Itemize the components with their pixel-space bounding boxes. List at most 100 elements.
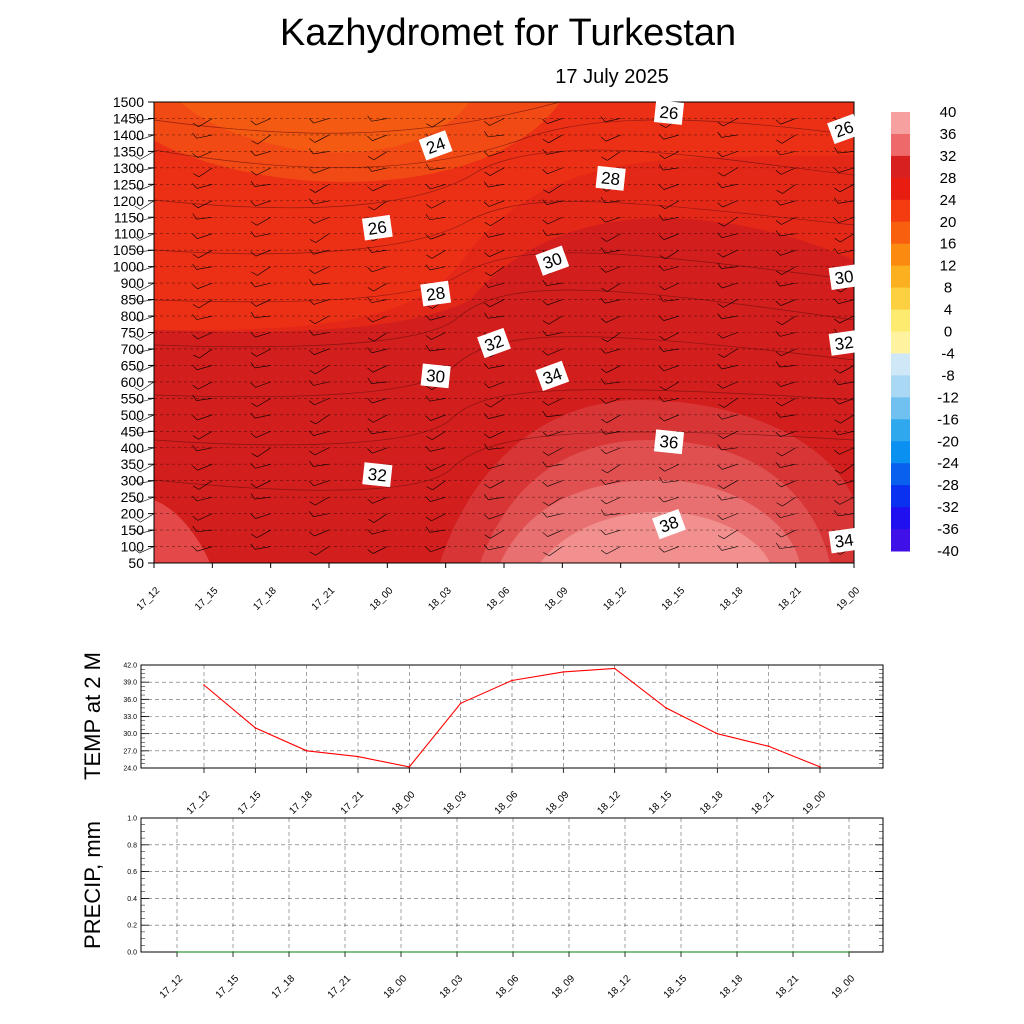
wind-barb xyxy=(484,398,505,408)
wind-barb-flag xyxy=(776,452,783,457)
wind-barb-shaft xyxy=(431,431,446,441)
wind-barb xyxy=(659,332,680,341)
wind-barb-shaft xyxy=(372,184,388,192)
wind-barb-flag xyxy=(192,263,197,270)
wind-barb-shaft xyxy=(548,184,563,194)
wind-barb-shaft xyxy=(605,299,621,304)
wind-barb-shaft xyxy=(255,463,271,469)
wind-barb xyxy=(192,249,213,259)
wind-barb-shaft xyxy=(838,381,855,385)
wind-barb xyxy=(484,494,505,500)
wind-barb-flag xyxy=(600,267,606,273)
colorbar-tick-label: 20 xyxy=(940,214,957,231)
wind-barb-flag xyxy=(542,320,549,325)
wind-barb-shaft xyxy=(197,332,213,340)
wind-barb-flag xyxy=(192,233,198,239)
wind-barb-flag xyxy=(308,249,314,255)
wind-barb-shaft xyxy=(198,480,213,490)
wind-barb xyxy=(717,463,738,470)
y-tick-label: 1450 xyxy=(113,110,144,126)
wind-barb-flag xyxy=(250,180,256,187)
wind-barb-flag xyxy=(134,296,139,303)
wind-barb-shaft xyxy=(546,233,563,236)
wind-barb-flag xyxy=(542,118,548,124)
wind-barb xyxy=(776,134,796,144)
wind-barb xyxy=(542,398,563,406)
wind-barb-shaft xyxy=(313,381,330,386)
wind-barb xyxy=(542,330,563,337)
wind-barb-shaft xyxy=(605,529,621,536)
wind-barb xyxy=(717,348,738,358)
wind-barb xyxy=(192,495,213,502)
wind-barb-shaft xyxy=(138,216,155,222)
wind-barb xyxy=(367,332,388,342)
wind-barb xyxy=(250,513,271,519)
x-tick-label: 18_06 xyxy=(494,973,522,1001)
wind-barb-flag xyxy=(659,386,666,391)
wind-barb-flag xyxy=(542,532,548,537)
wind-barb-shaft xyxy=(779,365,796,368)
wind-barb-flag xyxy=(133,498,140,504)
colorbar-segment xyxy=(891,397,910,420)
contour-label-text: 30 xyxy=(833,267,854,288)
wind-barb xyxy=(542,199,563,205)
wind-barb xyxy=(308,380,330,386)
wind-barb-flag xyxy=(717,353,724,358)
wind-barb xyxy=(542,496,563,506)
wind-barb-flag xyxy=(542,431,548,437)
wind-barb-shaft xyxy=(782,315,796,326)
wind-barb-flag xyxy=(250,513,256,519)
wind-barb xyxy=(308,198,330,205)
wind-barb-shaft xyxy=(781,447,796,457)
wind-barb-flag xyxy=(192,132,197,139)
wind-barb-shaft xyxy=(313,249,330,255)
wind-barb-flag xyxy=(367,397,373,404)
wind-barb-flag xyxy=(833,248,839,254)
wind-barb-shaft xyxy=(199,348,213,359)
wind-barb-shaft xyxy=(546,414,563,418)
wind-barb-shaft xyxy=(313,332,330,336)
series-point xyxy=(512,951,514,953)
wind-barb-shaft xyxy=(313,282,330,286)
x-tick-label: 18_00 xyxy=(390,789,418,817)
wind-barb-shaft xyxy=(198,167,213,178)
colorbar-segment xyxy=(891,112,910,135)
wind-barb-shaft xyxy=(838,299,855,305)
wind-barb xyxy=(542,348,563,356)
wind-barb-shaft xyxy=(723,217,738,227)
wind-barb-shaft xyxy=(254,233,271,238)
wind-barb-shaft xyxy=(255,332,271,338)
colorbar-segment xyxy=(891,463,910,486)
wind-barb-shaft xyxy=(315,365,330,375)
wind-barb-shaft xyxy=(374,200,388,211)
contour-lines xyxy=(153,101,855,491)
wind-barb xyxy=(133,266,155,272)
x-tick-label: 17_15 xyxy=(193,585,221,613)
wind-barb xyxy=(192,213,213,220)
wind-barb-flag xyxy=(134,236,140,241)
wind-barb xyxy=(250,493,271,500)
wind-barb-flag xyxy=(192,153,198,158)
wind-barb-shaft xyxy=(779,282,796,287)
wind-barb-shaft xyxy=(664,463,680,472)
wind-barb-flag xyxy=(484,433,490,439)
wind-barb-shaft xyxy=(197,282,213,290)
wind-barb xyxy=(658,233,680,240)
wind-barb-shaft xyxy=(373,414,388,423)
wind-barb-shaft xyxy=(257,134,271,145)
colorbar-segment xyxy=(891,243,910,267)
wind-barb-flag xyxy=(251,271,258,276)
wind-barb xyxy=(775,299,796,306)
wind-barb-flag xyxy=(250,362,256,369)
wind-barb-shaft xyxy=(664,332,680,341)
wind-barb xyxy=(775,331,796,337)
wind-barb-flag xyxy=(775,300,782,306)
wind-barb-flag xyxy=(601,156,608,161)
wind-barb-flag xyxy=(483,544,489,551)
wind-barb-flag xyxy=(659,295,664,302)
wind-barb-flag xyxy=(659,345,664,352)
wind-barb xyxy=(192,546,213,552)
wind-barb-flag xyxy=(192,183,198,189)
wind-barb-shaft xyxy=(606,365,621,373)
wind-barb-flag xyxy=(250,251,257,257)
